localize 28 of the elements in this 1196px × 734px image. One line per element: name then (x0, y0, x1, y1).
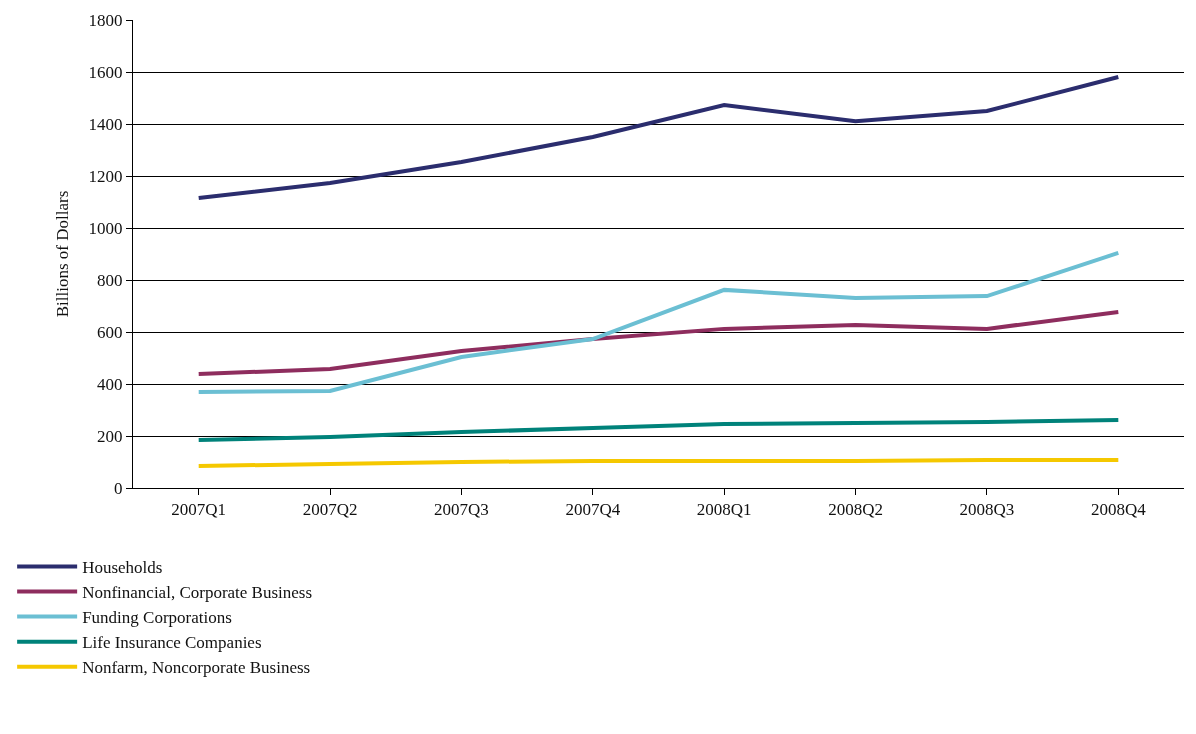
x-tick-label: 2008Q1 (696, 500, 752, 520)
y-axis-title: Billions of Dollars (53, 190, 73, 318)
y-tick-label: 0 (114, 478, 123, 498)
line-series (196, 74, 1121, 201)
legend-label: Nonfarm, Noncorporate Business (82, 658, 311, 678)
legend-label: Nonfinancial, Corporate Business (82, 583, 313, 603)
legend-label: Life Insurance Companies (82, 633, 262, 653)
line-series (196, 250, 1121, 395)
legend-label: Funding Corporations (82, 608, 232, 628)
x-tick-label: 2007Q1 (171, 500, 227, 520)
y-tick-label: 200 (97, 426, 123, 446)
x-tick-label: 2008Q3 (959, 500, 1015, 520)
y-tick-label: 1600 (88, 62, 123, 82)
x-tick-label: 2007Q2 (302, 500, 358, 520)
y-tick-label: 600 (97, 322, 123, 342)
x-tick-label: 2007Q3 (434, 500, 489, 520)
x-tick-label: 2008Q4 (1090, 500, 1147, 520)
legend-label: Households (82, 558, 163, 578)
y-tick-label: 1400 (88, 114, 123, 134)
y-tick-label: 400 (97, 374, 123, 394)
y-tick-label: 1200 (88, 166, 123, 186)
line-series (196, 309, 1121, 377)
x-tick-label: 2007Q4 (565, 500, 621, 520)
y-tick-label: 1000 (88, 218, 123, 238)
y-tick-label: 800 (97, 270, 123, 290)
y-tick-label: 1800 (88, 10, 123, 30)
line-series (196, 417, 1121, 442)
x-tick-label: 2008Q2 (828, 500, 883, 520)
